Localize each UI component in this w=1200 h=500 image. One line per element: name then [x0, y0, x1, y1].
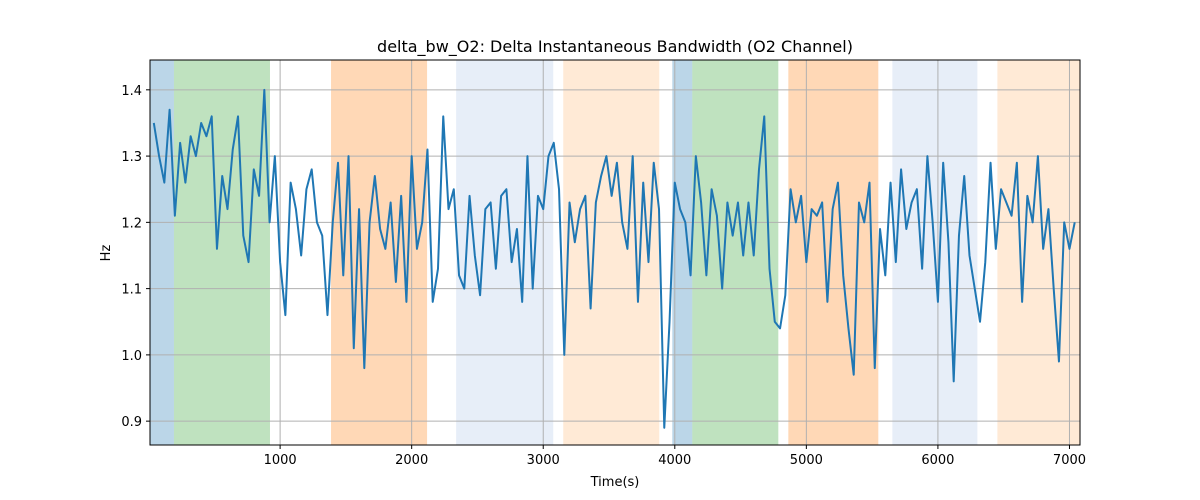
y-tick-label: 1.1	[121, 283, 142, 298]
x-tick-label: 1000	[264, 453, 297, 468]
y-tick-label: 1.3	[121, 150, 142, 165]
y-tick-label: 0.9	[121, 415, 142, 430]
plot-frame	[149, 59, 1081, 446]
shaded-spans	[150, 60, 1080, 445]
axis-ticks: 1000 2000 3000 4000 5000 6000 7000 0.9 1.0 1.1 1.2…	[121, 84, 1086, 468]
shaded-span	[563, 60, 660, 445]
x-tick-label: 5000	[790, 453, 823, 468]
series-line-delta-bw-o2	[152, 88, 1076, 429]
x-tick-label: 7000	[1053, 453, 1086, 468]
x-tick-label: 3000	[527, 453, 560, 468]
y-tick-label: 1.4	[121, 84, 142, 99]
chart-title: delta_bw_O2: Delta Instantaneous Bandwid…	[377, 37, 853, 57]
series	[152, 88, 1076, 429]
x-axis-label: Time(s)	[590, 475, 640, 490]
y-tick-label: 1.2	[121, 216, 142, 231]
shaded-span	[173, 60, 270, 445]
y-axis-label: Hz	[99, 245, 114, 262]
shaded-span	[331, 60, 428, 445]
shaded-span	[788, 60, 879, 445]
shaded-span	[997, 60, 1080, 445]
x-tick-label: 4000	[658, 453, 691, 468]
shaded-span	[456, 60, 554, 445]
x-tick-label: 6000	[921, 453, 954, 468]
y-tick-label: 1.0	[121, 349, 142, 364]
x-tick-label: 2000	[395, 453, 428, 468]
